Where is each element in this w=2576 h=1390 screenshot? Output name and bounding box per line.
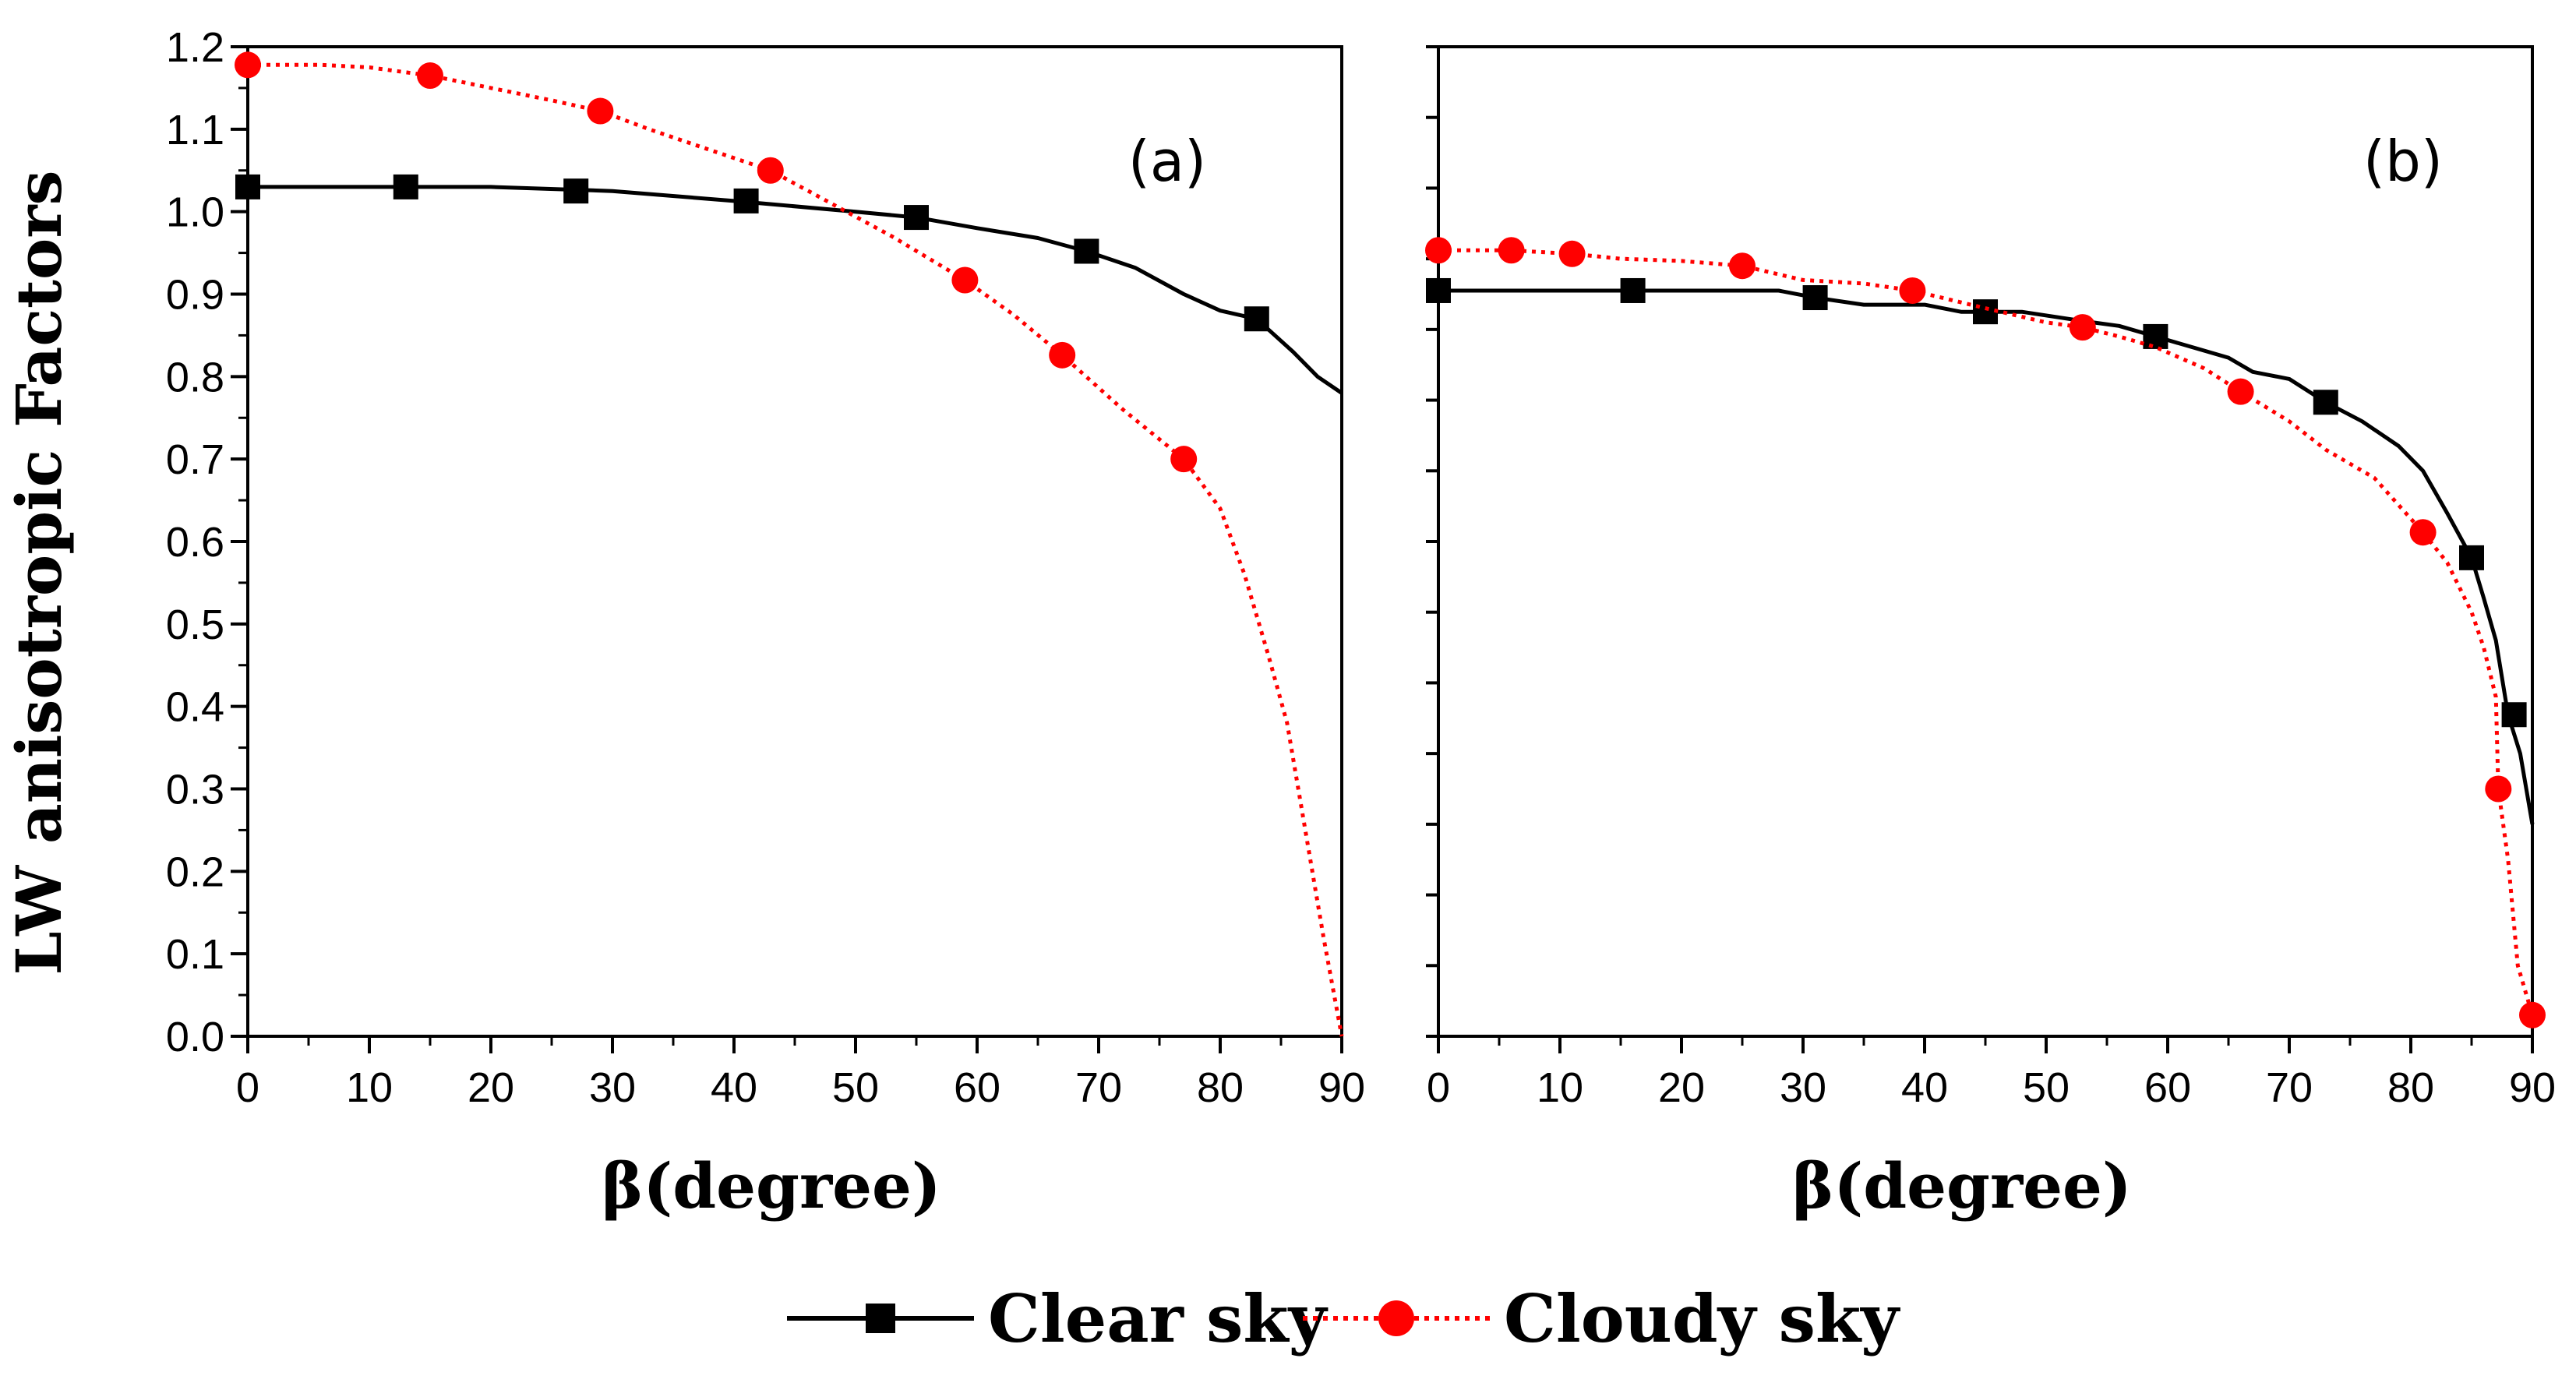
panel-b-clear-sky-point bbox=[1973, 299, 1998, 325]
panel-b-cloudy-sky-point bbox=[1498, 237, 1525, 264]
panel-a-y-tick-label: 1.1 bbox=[166, 107, 224, 153]
panel-b-cloudy-sky-line bbox=[1438, 248, 2535, 1016]
panel-b-clear-sky-point bbox=[2459, 545, 2484, 570]
panel-b-cloudy-sky-point bbox=[2519, 1001, 2546, 1028]
panel-a-clear-sky-point bbox=[1074, 238, 1099, 264]
panel-a-y-tick-label: 0.0 bbox=[166, 1014, 224, 1060]
panel-a-label: (a) bbox=[1128, 129, 1206, 194]
panel-b-x-axis-title: β(degree) bbox=[1792, 1149, 2132, 1222]
panel-b-x-tick-label: 20 bbox=[1658, 1064, 1705, 1111]
legend-clear-sky-marker-icon bbox=[866, 1304, 895, 1333]
panel-a-clear-sky-point bbox=[393, 174, 418, 199]
panel-a-clear-sky-line bbox=[248, 185, 1343, 395]
panel-b: 0 10 20 30 40 50 60 70 80 90 (b) β(degree) bbox=[1425, 45, 2556, 1222]
panel-a-y-tick-label: 0.6 bbox=[166, 519, 224, 566]
panel-a-x-tick-label: 10 bbox=[346, 1064, 393, 1111]
panel-b-clear-sky-point bbox=[2313, 390, 2338, 415]
panel-a-clear-sky-point bbox=[733, 188, 759, 213]
panel-b-ticks: 0 10 20 30 40 50 60 70 80 90 bbox=[1426, 45, 2556, 1111]
panel-b-x-tick-label: 50 bbox=[2023, 1064, 2070, 1111]
panel-b-x-tick-label: 40 bbox=[1901, 1064, 1948, 1111]
panel-a-x-tick-label: 80 bbox=[1197, 1064, 1244, 1111]
panel-a-clear-sky-point bbox=[563, 178, 589, 204]
panel-b-cloudy-sky-point bbox=[1899, 277, 1926, 304]
panel-a: 0 10 20 30 40 50 60 70 80 90 0.0 0.1 0.2 0.3 0.4 0.5 0.6… bbox=[166, 24, 1365, 1222]
legend: Clear sky Cloudy sky bbox=[787, 1280, 1900, 1357]
panel-a-series bbox=[235, 51, 1344, 1037]
panel-b-cloudy-sky-point bbox=[2069, 314, 2096, 341]
panel-b-x-tick-label: 80 bbox=[2387, 1064, 2434, 1111]
panel-b-label: (b) bbox=[2363, 129, 2443, 194]
panel-a-y-tick-label: 1.0 bbox=[166, 189, 224, 236]
panel-a-cloudy-sky-line bbox=[248, 62, 1344, 1037]
panel-b-clear-sky-line bbox=[1438, 288, 2535, 825]
panel-a-y-tick-label: 0.1 bbox=[166, 931, 224, 978]
panel-a-x-tick-label: 40 bbox=[711, 1064, 757, 1111]
panel-a-cloudy-sky-point bbox=[417, 62, 443, 90]
panel-a-clear-sky-point bbox=[904, 205, 929, 231]
panel-a-clear-sky-point bbox=[235, 174, 260, 199]
panel-b-x-tick-label: 90 bbox=[2509, 1064, 2556, 1111]
panel-a-y-tick-label: 0.9 bbox=[166, 272, 224, 319]
panel-a-y-tick-label: 0.2 bbox=[166, 848, 224, 895]
panel-b-cloudy-sky-point bbox=[2409, 519, 2437, 546]
y-axis-title: LW anisotropic Factors bbox=[2, 170, 76, 975]
panel-a-y-tick-label: 0.8 bbox=[166, 354, 224, 400]
panel-a-x-tick-label: 90 bbox=[1318, 1064, 1365, 1111]
panel-a-y-tick-label: 0.5 bbox=[166, 602, 224, 648]
panel-b-cloudy-sky-point bbox=[1558, 240, 1586, 267]
legend-clear-sky-label: Clear sky bbox=[988, 1280, 1329, 1357]
panel-b-clear-sky-point bbox=[1620, 277, 1646, 303]
panel-a-y-tick-label: 1.2 bbox=[166, 24, 224, 71]
panel-a-cloudy-sky-point bbox=[235, 51, 261, 79]
panel-a-x-axis-title: β(degree) bbox=[602, 1149, 941, 1222]
panel-b-clear-sky-point bbox=[2501, 702, 2527, 728]
legend-item-clear-sky: Clear sky bbox=[787, 1280, 1329, 1357]
panel-a-x-tick-label: 60 bbox=[954, 1064, 1000, 1111]
legend-cloudy-sky-marker-icon bbox=[1378, 1300, 1414, 1336]
panel-a-cloudy-sky-point bbox=[587, 97, 614, 125]
panel-b-cloudy-sky-point bbox=[1425, 237, 1452, 264]
panel-b-cloudy-sky-point bbox=[2485, 775, 2512, 803]
panel-a-cloudy-sky-point bbox=[757, 157, 784, 184]
panel-a-x-tick-label: 70 bbox=[1075, 1064, 1122, 1111]
panel-a-x-tick-label: 0 bbox=[236, 1064, 259, 1111]
panel-a-x-tick-label: 50 bbox=[832, 1064, 879, 1111]
panel-a-x-tick-label: 20 bbox=[468, 1064, 514, 1111]
panel-a-clear-sky-point bbox=[1244, 306, 1269, 332]
legend-item-cloudy-sky: Cloudy sky bbox=[1303, 1280, 1900, 1357]
panel-b-clear-sky-point bbox=[1802, 285, 1828, 311]
legend-cloudy-sky-label: Cloudy sky bbox=[1504, 1280, 1900, 1357]
panel-b-clear-sky-point bbox=[1426, 277, 1451, 303]
panel-b-x-tick-label: 70 bbox=[2266, 1064, 2313, 1111]
panel-a-cloudy-sky-point bbox=[951, 266, 979, 294]
panel-b-x-tick-label: 0 bbox=[1427, 1064, 1450, 1111]
panel-a-x-tick-label: 30 bbox=[589, 1064, 636, 1111]
panel-a-cloudy-sky-point bbox=[1049, 341, 1076, 369]
panel-b-series bbox=[1425, 237, 2546, 1028]
panel-b-cloudy-sky-point bbox=[2227, 378, 2254, 405]
panel-b-clear-sky-point bbox=[2143, 323, 2168, 349]
panel-a-y-tick-label: 0.4 bbox=[166, 684, 224, 731]
panel-a-ticks: 0 10 20 30 40 50 60 70 80 90 0.0 0.1 0.2 0.3 0.4 0.5 0.6… bbox=[166, 24, 1365, 1111]
panel-a-y-tick-label: 0.3 bbox=[166, 767, 224, 813]
panel-a-cloudy-sky-point bbox=[1170, 446, 1198, 473]
panel-b-cloudy-sky-point bbox=[1729, 252, 1756, 280]
panel-b-x-tick-label: 30 bbox=[1780, 1064, 1826, 1111]
panel-a-y-tick-label: 0.7 bbox=[166, 436, 224, 483]
panel-b-frame bbox=[1437, 45, 2534, 1038]
panel-b-x-tick-label: 10 bbox=[1537, 1064, 1583, 1111]
panel-b-x-tick-label: 60 bbox=[2144, 1064, 2191, 1111]
